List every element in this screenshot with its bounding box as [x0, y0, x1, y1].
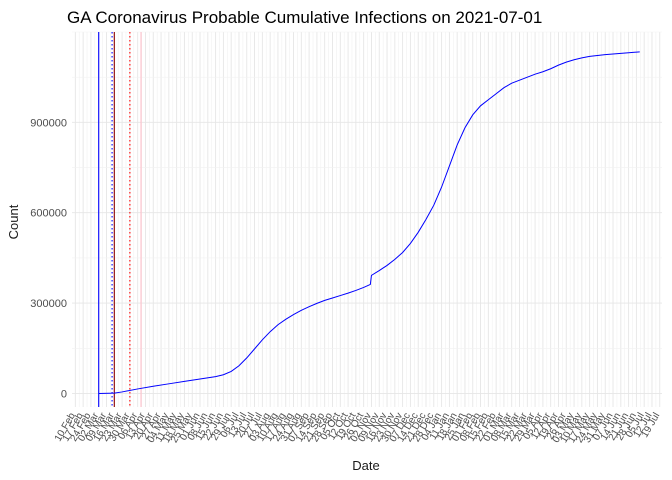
gridlines: [72, 31, 662, 407]
y-axis-ticks: 0 300000 600000 900000: [30, 117, 67, 400]
y-tick-label: 600000: [30, 208, 67, 220]
x-axis-title: Date: [352, 458, 379, 473]
y-tick-label: 0: [61, 388, 67, 400]
y-tick-label: 900000: [30, 117, 67, 129]
y-tick-label: 300000: [30, 298, 67, 310]
chart-title: GA Coronavirus Probable Cumulative Infec…: [67, 8, 542, 27]
reference-lines: [98, 32, 142, 407]
series-line: [98, 51, 640, 394]
series-group: [98, 51, 640, 394]
y-axis-title: Count: [6, 204, 21, 239]
